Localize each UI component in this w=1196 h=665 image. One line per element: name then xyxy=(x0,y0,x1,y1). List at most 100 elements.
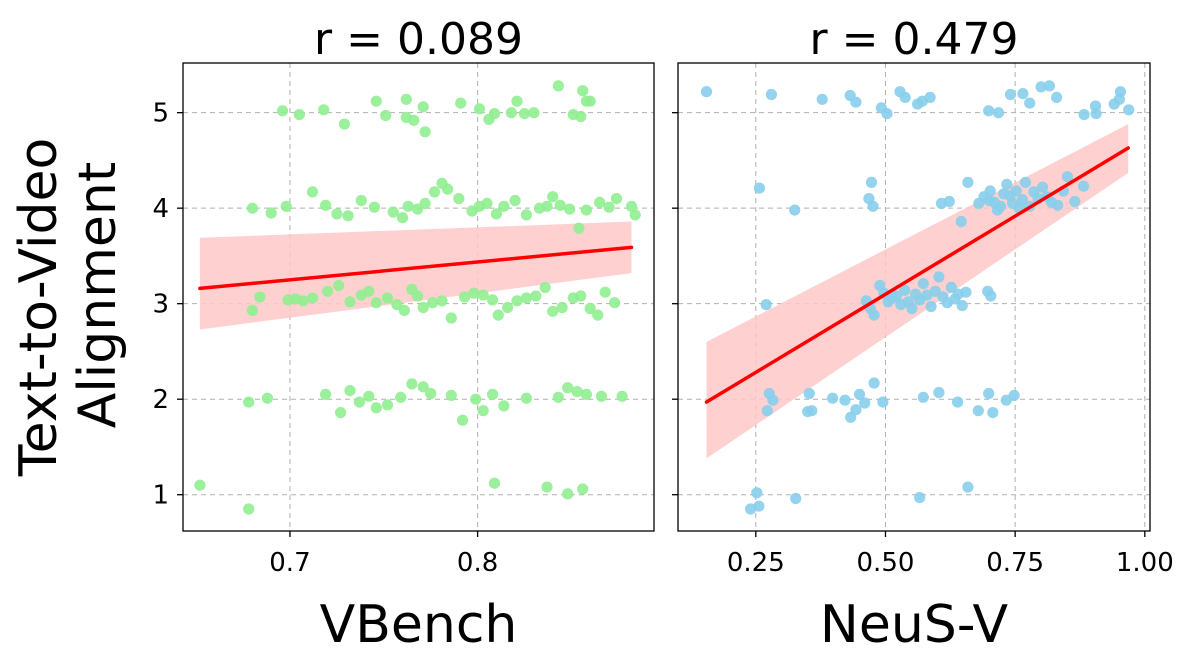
neusv-xtick-label: 0.75 xyxy=(986,548,1044,578)
vbench-ytick-label: 3 xyxy=(152,290,169,320)
vbench-data-point xyxy=(564,203,576,215)
neusv-data-point xyxy=(1037,181,1049,193)
neusv-data-point xyxy=(1019,176,1032,188)
vbench-data-point xyxy=(318,104,330,116)
vbench-data-point xyxy=(280,200,292,212)
vbench-data-point xyxy=(487,294,499,306)
vbench-data-point xyxy=(380,109,392,122)
y-axis-label-line1: Text-to-Video xyxy=(9,138,69,478)
neusv-data-point xyxy=(962,481,974,493)
vbench-data-point xyxy=(406,378,418,390)
vbench-data-point xyxy=(445,312,457,324)
vbench-scatter-panel: 0.7 0.8 1 2 3 4 5 r = 0.089 VBench xyxy=(152,14,655,655)
vbench-data-point xyxy=(276,105,289,117)
neusv-panel-title: r = 0.479 xyxy=(810,14,1019,65)
vbench-regression-layer xyxy=(198,245,634,291)
vbench-data-point xyxy=(552,391,564,403)
vbench-data-point xyxy=(338,118,350,130)
neusv-data-point xyxy=(983,105,995,117)
neusv-data-point xyxy=(803,387,815,400)
vbench-data-point xyxy=(481,197,493,209)
neusv-data-point xyxy=(867,200,879,212)
vbench-data-point xyxy=(436,295,448,307)
neusv-data-point xyxy=(972,405,984,417)
vbench-data-point xyxy=(417,381,429,393)
vbench-data-point xyxy=(381,292,394,304)
neusv-data-point xyxy=(1004,88,1017,101)
neusv-regression-layer xyxy=(704,146,1130,404)
neusv-xtick-label: 1.00 xyxy=(1116,548,1174,578)
neusv-data-point xyxy=(1017,88,1029,100)
vbench-data-point xyxy=(427,297,439,309)
vbench-ytick-label: 2 xyxy=(152,385,169,415)
vbench-regression-line xyxy=(198,245,634,291)
neusv-points xyxy=(700,80,1135,515)
vbench-data-point xyxy=(580,388,593,400)
vbench-data-point xyxy=(417,101,429,113)
neusv-data-point xyxy=(753,500,765,512)
vbench-x-axis-label: VBench xyxy=(320,595,518,655)
neusv-data-point xyxy=(992,107,1005,119)
vbench-data-point xyxy=(509,194,521,207)
vbench-data-point xyxy=(333,279,345,292)
neusv-scatter-panel: 0.25 0.50 0.75 1.00 r = 0.479 NeuS-V xyxy=(672,14,1174,655)
vbench-data-point xyxy=(573,222,585,234)
neusv-data-point xyxy=(767,394,779,406)
neusv-data-point xyxy=(956,300,968,312)
vbench-data-point xyxy=(428,186,441,198)
neusv-data-point xyxy=(987,407,999,419)
neusv-data-point xyxy=(985,290,997,302)
neusv-data-point xyxy=(753,182,766,194)
vbench-data-point xyxy=(594,196,606,208)
vbench-data-point xyxy=(395,391,407,403)
neusv-data-point xyxy=(839,394,851,406)
vbench-data-point xyxy=(595,390,608,402)
vbench-data-point xyxy=(370,95,382,107)
vbench-xtick-label: 0.8 xyxy=(457,548,498,578)
vbench-data-point xyxy=(243,396,255,408)
vbench-data-point xyxy=(355,194,367,207)
vbench-data-point xyxy=(528,107,540,119)
vbench-data-point xyxy=(502,301,514,314)
vbench-data-point xyxy=(490,208,502,220)
neusv-data-point xyxy=(1008,389,1020,401)
vbench-data-point xyxy=(321,285,334,297)
vbench-data-point xyxy=(625,200,638,212)
vbench-data-point xyxy=(571,386,583,398)
neusv-data-point xyxy=(790,492,802,505)
neusv-data-point xyxy=(984,185,996,197)
neusv-data-point xyxy=(853,388,866,400)
neusv-data-point xyxy=(859,397,871,409)
neusv-data-point xyxy=(1052,199,1064,211)
vbench-data-point xyxy=(458,291,471,303)
vbench-data-point xyxy=(541,481,553,493)
vbench-data-point xyxy=(425,387,437,400)
vbench-data-point xyxy=(419,197,431,209)
neusv-data-point xyxy=(962,176,974,188)
neusv-data-point xyxy=(1016,194,1028,206)
vbench-data-point xyxy=(577,483,589,495)
vbench-data-point xyxy=(331,208,343,220)
vbench-points xyxy=(194,80,641,515)
vbench-data-point xyxy=(342,210,354,222)
neusv-data-point xyxy=(952,396,964,408)
neusv-regression-line xyxy=(704,146,1130,404)
vbench-data-point xyxy=(498,400,510,412)
vbench-data-point xyxy=(575,290,587,302)
vbench-data-point xyxy=(194,479,206,491)
neusv-data-point xyxy=(1043,80,1055,92)
vbench-confidence-band xyxy=(199,221,632,330)
neusv-data-point xyxy=(906,302,918,315)
neusv-data-point xyxy=(761,405,773,417)
neusv-data-point xyxy=(881,108,893,120)
neusv-data-point xyxy=(960,286,972,298)
neusv-data-point xyxy=(1001,178,1013,190)
vbench-data-point xyxy=(552,80,564,92)
neusv-data-point xyxy=(983,387,995,400)
vbench-data-point xyxy=(518,108,531,120)
neusv-data-point xyxy=(1010,185,1022,197)
neusv-data-point xyxy=(1123,104,1135,116)
vbench-data-point xyxy=(398,304,410,316)
vbench-ytick-label: 4 xyxy=(152,194,169,224)
neusv-data-point xyxy=(1078,109,1090,121)
